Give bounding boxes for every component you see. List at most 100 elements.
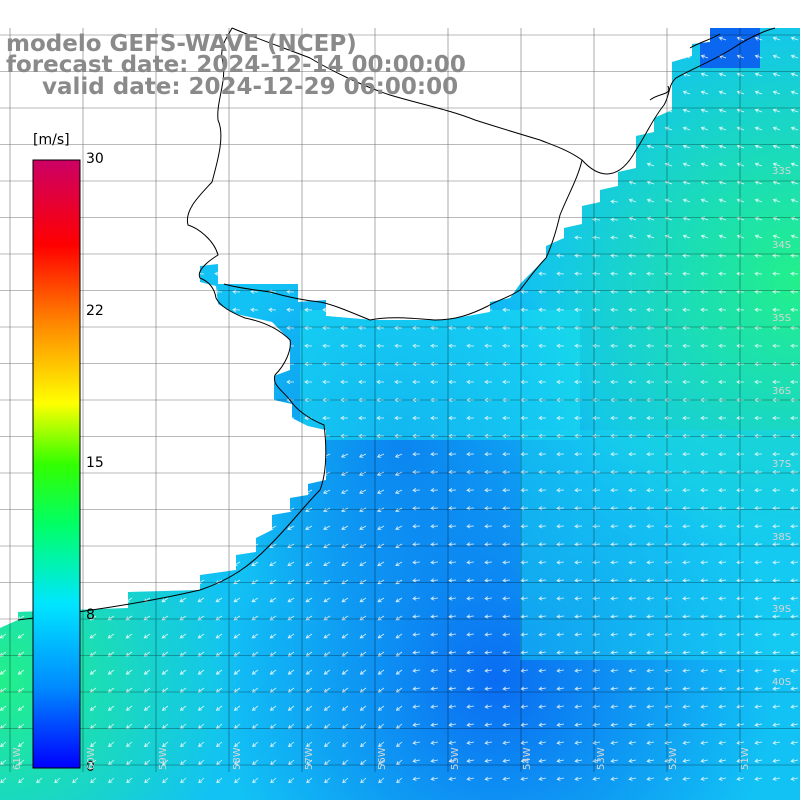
wind-arrow: [556, 668, 565, 673]
wind-arrow: [628, 307, 637, 312]
wind-arrow: [682, 560, 691, 565]
wind-arrow: [772, 415, 781, 421]
wind-arrow: [466, 524, 475, 529]
wind-arrow: [556, 415, 565, 421]
wind-arrow: [646, 361, 655, 367]
wind-arrow: [790, 686, 799, 691]
wind-arrow: [305, 597, 313, 603]
wind-arrow: [700, 162, 709, 167]
wind-arrow: [592, 776, 601, 781]
wind-arrow: [430, 632, 439, 637]
wind-arrow: [682, 614, 691, 619]
wind-arrow: [718, 668, 727, 673]
wind-arrow: [610, 722, 619, 727]
wind-arrow: [610, 758, 619, 763]
wind-arrow: [270, 741, 277, 747]
wind-arrow: [574, 758, 583, 763]
wind-arrow: [538, 379, 547, 385]
wind-arrow: [484, 686, 493, 691]
wind-arrow: [502, 433, 511, 439]
wind-arrow: [466, 650, 475, 655]
wind-arrow: [268, 307, 277, 312]
wind-arrow: [412, 542, 421, 547]
coastline-uruguay: [223, 27, 583, 321]
wind-arrow: [682, 632, 691, 637]
wind-arrow: [233, 669, 241, 675]
wind-arrow: [700, 234, 709, 239]
wind-arrow: [628, 253, 637, 258]
wind-arrow: [234, 759, 241, 766]
wind-arrow: [538, 433, 547, 439]
wind-arrow: [574, 614, 583, 619]
wind-arrow: [682, 144, 691, 149]
wind-arrow: [179, 705, 187, 711]
wind-arrow: [772, 433, 781, 439]
colorbar-tick: 22: [86, 303, 104, 319]
wind-arrow: [430, 415, 439, 421]
wind-arrow: [538, 632, 547, 637]
wind-arrow: [718, 198, 727, 203]
wind-arrow: [448, 415, 457, 421]
wind-arrow: [736, 253, 745, 258]
wind-arrow: [430, 722, 439, 727]
wind-arrow: [628, 488, 637, 493]
wind-arrow: [376, 343, 385, 349]
wind-arrow: [180, 741, 187, 747]
wind-arrow: [772, 343, 781, 349]
wind-arrow: [736, 379, 745, 385]
wind-arrow: [736, 650, 745, 655]
wind-arrow: [700, 740, 709, 745]
wind-arrow: [360, 759, 367, 766]
wind-arrow: [628, 470, 637, 475]
wind-arrow: [323, 579, 331, 585]
wind-arrow: [323, 633, 331, 639]
wind-arrow: [646, 488, 655, 493]
wind-arrow: [574, 722, 583, 727]
wind-arrow: [378, 777, 385, 784]
wind-arrow: [646, 343, 655, 349]
model-title: modelo GEFS-WAVE (NCEP): [6, 31, 357, 57]
wind-arrow: [700, 542, 709, 547]
wind-arrow: [358, 379, 367, 385]
wind-arrow: [484, 668, 493, 673]
wind-arrow: [646, 650, 655, 655]
wind-arrow: [412, 451, 421, 457]
wind-arrow: [790, 198, 799, 203]
wind-arrow: [718, 722, 727, 727]
wind-arrow: [250, 307, 259, 312]
wind-arrow: [340, 361, 349, 367]
wind-arrow: [700, 776, 709, 781]
wind-arrow: [646, 379, 655, 385]
wind-arrow: [700, 144, 709, 149]
wind-arrow: [484, 722, 493, 727]
wind-arrow: [736, 271, 745, 276]
wind-arrow: [341, 705, 349, 711]
wind-arrow: [682, 162, 691, 167]
wind-arrow: [430, 740, 439, 745]
wind-arrow: [430, 343, 439, 349]
lat-label: 38S: [772, 532, 792, 543]
wind-arrow: [790, 144, 799, 149]
wind-arrow: [288, 759, 295, 766]
wind-arrow: [358, 415, 367, 421]
wind-arrow: [412, 686, 421, 691]
wind-arrow: [754, 524, 763, 529]
wind-arrow: [502, 668, 511, 673]
wind-arrow: [323, 669, 331, 675]
wind-arrow: [574, 325, 583, 330]
wind-arrow: [538, 776, 547, 781]
wind-arrow: [466, 470, 475, 475]
wind-arrow: [736, 451, 745, 457]
wind-arrow: [538, 488, 547, 493]
wind-arrow: [790, 470, 799, 475]
wind-arrow: [448, 325, 457, 330]
wind-arrow: [718, 271, 727, 276]
wind-arrow: [790, 578, 799, 583]
wind-arrow: [700, 722, 709, 727]
wind-arrow: [286, 307, 295, 312]
wind-arrow: [556, 578, 565, 583]
wind-arrow: [628, 596, 637, 601]
wind-arrow: [502, 488, 511, 493]
wind-arrow: [538, 578, 547, 583]
wind-arrow: [306, 759, 313, 766]
